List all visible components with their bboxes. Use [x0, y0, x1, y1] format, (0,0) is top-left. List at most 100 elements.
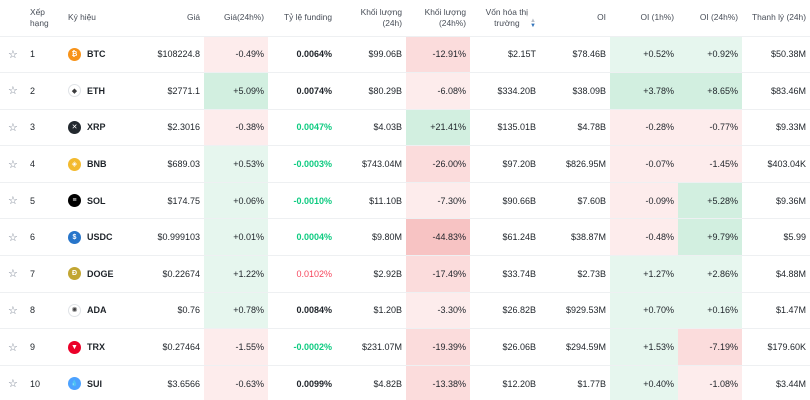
oi-1h-cell: -0.07% [610, 145, 678, 183]
symbol-label: ADA [87, 305, 107, 316]
price-cell: $108224.8 [157, 49, 200, 60]
price-cell: $2.3016 [167, 122, 200, 133]
open-interest-cell: $38.09B [572, 85, 606, 96]
header-oi[interactable]: OI [597, 12, 606, 23]
volume-cell: $743.04M [361, 159, 402, 170]
oi-24h-cell: +5.28% [678, 182, 742, 219]
bnb-icon: ◈ [68, 157, 81, 171]
symbol-cell[interactable]: $ USDC [60, 219, 144, 256]
price-change-cell: +0.06% [204, 182, 268, 219]
oi-1h-cell: -0.28% [610, 109, 678, 146]
table-row[interactable]: ☆ 9 ▼ TRX $0.27464 -1.55% -0.0002% $231.07M -19.… [0, 328, 810, 366]
volume-cell: $99.06B [368, 49, 402, 60]
oi-24h-cell: -1.08% [678, 365, 742, 400]
header-liquidation[interactable]: Thanh lý (24h) [752, 12, 806, 23]
price-cell: $174.75 [167, 195, 200, 206]
header-funding[interactable]: Tỷ lệ funding [284, 12, 332, 23]
symbol-cell[interactable]: ₿ BTC [60, 36, 144, 73]
favorite-star-icon[interactable]: ☆ [8, 195, 18, 208]
open-interest-cell: $38.87M [570, 232, 606, 243]
table-row[interactable]: ☆ 7 Ð DOGE $0.22674 +1.22% 0.0102% $2.92B -17.49… [0, 255, 810, 293]
header-rank[interactable]: Xếp hạng [30, 6, 49, 28]
price-change-cell: +0.01% [204, 218, 268, 256]
table-row[interactable]: ☆ 4 ◈ BNB $689.03 +0.53% -0.0003% $743.04M -26.0… [0, 145, 810, 183]
header-change[interactable]: Giá(24h%) [223, 12, 264, 23]
market-cap-cell: $90.66B [502, 195, 536, 206]
rank-cell: 9 [30, 342, 36, 353]
bitcoin-icon: ₿ [68, 47, 81, 61]
table-row[interactable]: ☆ 10 💧 SUI $3.6566 -0.63% 0.0099% $4.82B -13.38%… [0, 365, 810, 400]
header-symbol[interactable]: Ký hiệu [68, 12, 96, 23]
price-cell: $0.999103 [157, 232, 200, 243]
volume-change-cell: -13.38% [406, 365, 470, 400]
open-interest-cell: $294.59M [565, 342, 606, 353]
favorite-star-icon[interactable]: ☆ [8, 48, 18, 61]
liquidation-cell: $1.47M [775, 305, 806, 316]
funding-rate-cell: -0.0010% [293, 195, 332, 206]
symbol-cell[interactable]: ✕ XRP [60, 109, 144, 146]
table-header: Xếp hạng Ký hiệu Giá Giá(24h%) Tỷ lệ fun… [0, 0, 810, 36]
header-oi-24h[interactable]: OI (24h%) [699, 12, 738, 23]
table-row[interactable]: ☆ 5 ≡ SOL $174.75 +0.06% -0.0010% $11.10B -7.30%… [0, 182, 810, 219]
oi-1h-cell: +0.52% [610, 36, 678, 73]
symbol-label: BNB [87, 159, 107, 170]
symbol-cell[interactable]: ▼ TRX [60, 329, 144, 366]
volume-cell: $1.20B [373, 305, 402, 316]
open-interest-cell: $1.77B [577, 378, 606, 389]
oi-24h-cell: +0.16% [678, 292, 742, 329]
rank-cell: 7 [30, 268, 36, 279]
market-cap-cell: $26.06B [502, 342, 536, 353]
market-cap-cell: $12.20B [502, 378, 536, 389]
volume-cell: $4.82B [373, 378, 402, 389]
sort-arrows-icon[interactable]: ▲ ▼ [530, 17, 536, 29]
header-price[interactable]: Giá [186, 12, 200, 23]
price-change-cell: +1.22% [204, 255, 268, 293]
liquidation-cell: $3.44M [775, 378, 806, 389]
oi-24h-cell: +9.79% [678, 218, 742, 256]
favorite-star-icon[interactable]: ☆ [8, 268, 18, 281]
rank-cell: 8 [30, 305, 36, 316]
funding-rate-cell: -0.0002% [293, 342, 332, 353]
table-row[interactable]: ☆ 8 ✺ ADA $0.76 +0.78% 0.0084% $1.20B -3.30% $26.… [0, 292, 810, 329]
symbol-label: USDC [87, 232, 113, 243]
symbol-cell[interactable]: ≡ SOL [60, 182, 144, 219]
symbol-cell[interactable]: Ð DOGE [60, 256, 144, 293]
rank-cell: 10 [30, 378, 41, 389]
favorite-star-icon[interactable]: ☆ [8, 158, 18, 171]
favorite-star-icon[interactable]: ☆ [8, 231, 18, 244]
favorite-star-icon[interactable]: ☆ [8, 85, 18, 98]
table-row[interactable]: ☆ 2 ◆ ETH $2771.1 +5.09% 0.0074% $80.29B -6.08% $… [0, 72, 810, 110]
header-volume[interactable]: Khối lượng (24h) [360, 6, 402, 28]
favorite-star-icon[interactable]: ☆ [8, 341, 18, 354]
symbol-cell[interactable]: ✺ ADA [60, 292, 144, 329]
header-market-cap[interactable]: Vốn hóa thị trường ▲ ▼ [470, 0, 540, 36]
header-volume-change[interactable]: Khối lượng (24h%) [424, 6, 466, 28]
xrp-icon: ✕ [68, 120, 81, 134]
dogecoin-icon: Ð [68, 267, 81, 281]
favorite-star-icon[interactable]: ☆ [8, 121, 18, 134]
table-row[interactable]: ☆ 6 $ USDC $0.999103 +0.01% 0.0004% $9.80M -44.8… [0, 218, 810, 256]
oi-1h-cell: -0.48% [610, 218, 678, 256]
market-cap-cell: $61.24B [502, 232, 536, 243]
open-interest-cell: $826.95M [565, 159, 606, 170]
funding-rate-cell: 0.0047% [296, 122, 332, 133]
open-interest-cell: $929.53M [565, 305, 606, 316]
oi-1h-cell: -0.09% [610, 182, 678, 219]
symbol-cell[interactable]: ◆ ETH [60, 73, 144, 110]
price-cell: $0.27464 [162, 342, 200, 353]
header-oi-1h[interactable]: OI (1h%) [640, 12, 674, 23]
price-cell: $0.22674 [162, 268, 200, 279]
funding-rate-cell: 0.0099% [296, 378, 332, 389]
favorite-star-icon[interactable]: ☆ [8, 304, 18, 317]
oi-1h-cell: +3.78% [610, 72, 678, 110]
volume-cell: $2.92B [373, 268, 402, 279]
favorite-star-icon[interactable]: ☆ [8, 378, 18, 391]
symbol-cell[interactable]: ◈ BNB [60, 146, 144, 183]
volume-cell: $11.10B [369, 195, 402, 206]
table-row[interactable]: ☆ 3 ✕ XRP $2.3016 -0.38% 0.0047% $4.03B +21.41% $… [0, 109, 810, 146]
volume-change-cell: -44.83% [406, 218, 470, 256]
symbol-cell[interactable]: 💧 SUI [60, 365, 144, 400]
volume-cell: $4.03B [373, 122, 402, 133]
table-row[interactable]: ☆ 1 ₿ BTC $108224.8 -0.49% 0.0064% $99.06B -12.9… [0, 36, 810, 73]
price-cell: $2771.1 [167, 85, 200, 96]
